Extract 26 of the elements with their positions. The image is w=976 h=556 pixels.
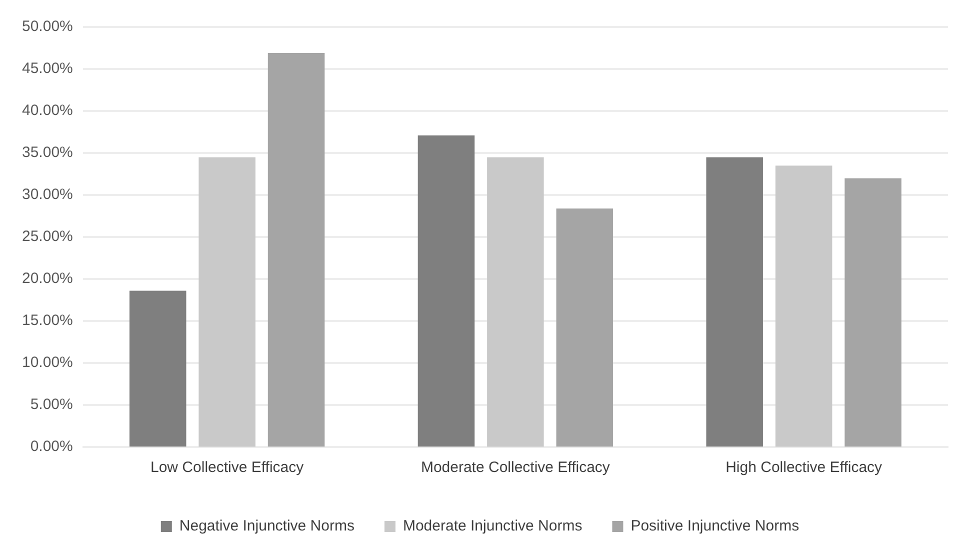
y-tick-label: 10.00% — [22, 354, 73, 372]
y-tick-label: 20.00% — [22, 270, 73, 288]
bar — [418, 135, 475, 446]
bar — [198, 157, 256, 446]
y-tick-label: 5.00% — [30, 396, 73, 414]
y-tick-label: 0.00% — [30, 438, 73, 456]
bar — [268, 53, 325, 446]
x-tick-label: High Collective Efficacy — [726, 459, 883, 476]
legend-label: Moderate Injunctive Norms — [402, 518, 582, 535]
bar — [844, 178, 902, 446]
y-tick-label: 25.00% — [22, 228, 73, 246]
bar — [556, 208, 614, 446]
y-tick-label: 45.00% — [22, 60, 73, 78]
bar — [129, 290, 186, 446]
x-tick-label: Low Collective Efficacy — [150, 459, 304, 476]
y-tick-label: 35.00% — [22, 144, 73, 162]
bar — [775, 166, 832, 446]
bar — [487, 157, 544, 446]
y-tick-label: 50.00% — [22, 18, 73, 36]
bar — [706, 157, 763, 446]
y-tick-label: 30.00% — [22, 186, 73, 204]
x-tick-label: Moderate Collective Efficacy — [420, 459, 610, 476]
y-tick-label: 40.00% — [22, 102, 73, 120]
legend-label: Positive Injunctive Norms — [630, 518, 800, 535]
legend-label: Negative Injunctive Norms — [179, 518, 354, 535]
y-tick-label: 15.00% — [22, 312, 73, 330]
